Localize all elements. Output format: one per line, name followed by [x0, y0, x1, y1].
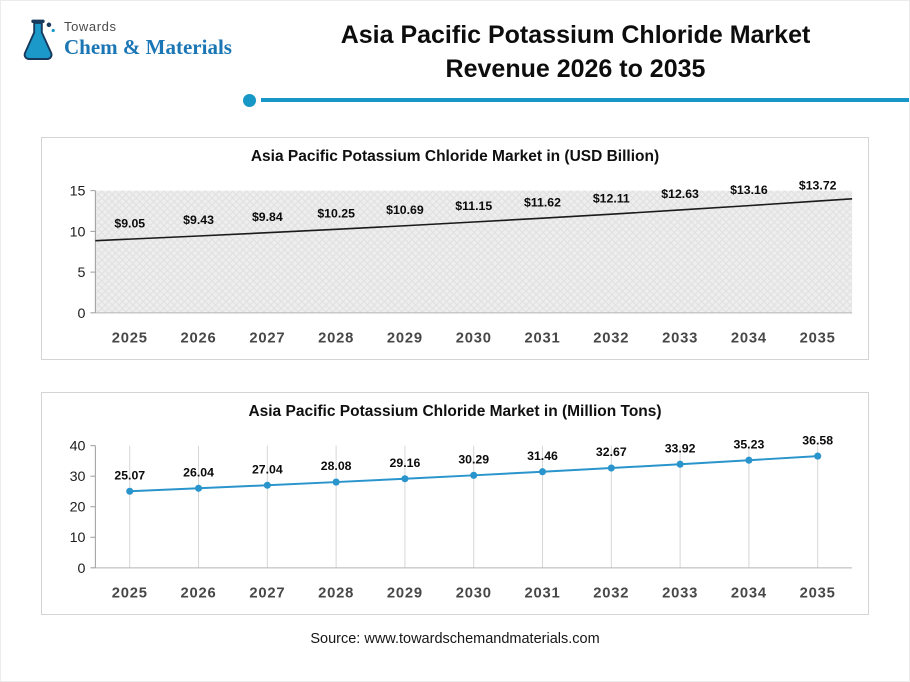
header: Towards Chem & Materials Asia Pacific Po… [1, 1, 909, 91]
svg-text:$11.62: $11.62 [524, 195, 561, 209]
chart-title-usd-billion: Asia Pacific Potassium Chloride Market i… [250, 148, 660, 165]
svg-text:2030: 2030 [456, 330, 492, 346]
svg-text:$12.63: $12.63 [661, 187, 699, 201]
svg-text:2035: 2035 [800, 586, 836, 602]
brand-name-text: Chem & Materials [64, 34, 232, 59]
svg-text:30: 30 [70, 469, 86, 485]
svg-text:2032: 2032 [593, 330, 629, 346]
svg-text:2027: 2027 [249, 586, 285, 602]
chart-title-million-tons: Asia Pacific Potassium Chloride Market i… [248, 403, 662, 421]
page-title-line1: Asia Pacific Potassium Chloride Market [340, 21, 811, 49]
svg-text:2029: 2029 [387, 330, 423, 346]
svg-text:2033: 2033 [662, 330, 698, 346]
svg-text:2025: 2025 [112, 330, 148, 346]
svg-text:$10.25: $10.25 [317, 207, 355, 221]
svg-text:2031: 2031 [525, 586, 561, 602]
svg-text:$9.43: $9.43 [183, 213, 214, 227]
svg-text:2034: 2034 [731, 586, 767, 602]
svg-text:2033: 2033 [662, 586, 698, 602]
svg-text:30.29: 30.29 [458, 453, 489, 467]
svg-text:$12.11: $12.11 [593, 191, 630, 205]
footer: Source: www.towardschemandmaterials.com [1, 631, 909, 647]
svg-text:2029: 2029 [387, 586, 423, 602]
svg-text:2030: 2030 [456, 586, 492, 602]
svg-text:29.16: 29.16 [390, 456, 421, 470]
svg-text:15: 15 [70, 184, 86, 200]
svg-text:35.23: 35.23 [734, 438, 765, 452]
svg-text:10: 10 [70, 224, 86, 240]
svg-text:0: 0 [78, 561, 86, 577]
divider-dot [243, 93, 256, 107]
svg-text:36.58: 36.58 [802, 433, 833, 447]
svg-text:$11.15: $11.15 [455, 199, 492, 213]
svg-text:5: 5 [78, 265, 86, 281]
svg-text:40: 40 [70, 439, 86, 455]
svg-text:$13.16: $13.16 [730, 183, 768, 197]
svg-text:2028: 2028 [318, 586, 354, 602]
svg-text:$13.72: $13.72 [799, 178, 837, 192]
svg-text:0: 0 [78, 306, 86, 322]
line-chart-usd-billion: 0 5 10 15 $9.05 $9.43 $9.84 $10.25 $10.69 $11.15 $… [70, 178, 853, 346]
svg-text:26.04: 26.04 [183, 466, 214, 480]
svg-text:2026: 2026 [181, 330, 217, 346]
divider-rule [261, 98, 909, 102]
svg-text:2028: 2028 [318, 330, 354, 346]
svg-text:2034: 2034 [731, 330, 767, 346]
svg-text:32.67: 32.67 [596, 445, 627, 459]
svg-text:2031: 2031 [525, 330, 561, 346]
svg-text:10: 10 [70, 530, 86, 546]
chart-panel-million-tons: Asia Pacific Potassium Chloride Market i… [41, 392, 869, 616]
svg-text:31.46: 31.46 [527, 449, 558, 463]
brand-logo: Towards Chem & Materials [19, 17, 232, 63]
svg-text:2027: 2027 [249, 330, 285, 346]
svg-text:20: 20 [70, 500, 86, 516]
svg-text:$9.84: $9.84 [252, 210, 283, 224]
accent-divider [243, 93, 909, 107]
svg-text:25.07: 25.07 [114, 469, 145, 483]
svg-text:2026: 2026 [181, 586, 217, 602]
svg-text:$10.69: $10.69 [386, 203, 424, 217]
svg-text:27.04: 27.04 [252, 463, 283, 477]
svg-text:$9.05: $9.05 [114, 216, 145, 230]
page-title-line2: Revenue 2026 to 2035 [445, 54, 706, 83]
svg-text:33.92: 33.92 [665, 442, 696, 456]
page-title: Asia Pacific Potassium Chloride Market R… [256, 19, 895, 87]
svg-text:2035: 2035 [800, 330, 836, 346]
brand-top-text: Towards [64, 19, 117, 34]
svg-text:2032: 2032 [593, 586, 629, 602]
chart-panel-usd-billion: Asia Pacific Potassium Chloride Market i… [41, 137, 869, 361]
brand-text: Towards Chem & Materials [64, 17, 232, 59]
source-text: Source: www.towardschemandmaterials.com [310, 631, 600, 648]
svg-text:2025: 2025 [112, 586, 148, 602]
svg-text:28.08: 28.08 [321, 459, 352, 473]
flask-icon [23, 19, 55, 60]
